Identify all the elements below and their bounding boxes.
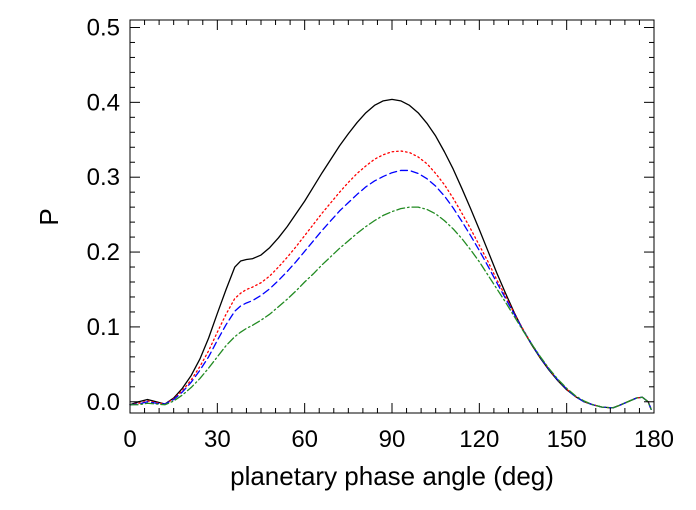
y-tick-label: 0.3 bbox=[87, 164, 120, 191]
x-tick-label: 30 bbox=[204, 426, 231, 453]
series-line-4 bbox=[129, 206, 652, 410]
series-line-3 bbox=[129, 169, 652, 410]
series-line-2 bbox=[129, 150, 652, 410]
x-axis-label: planetary phase angle (deg) bbox=[230, 461, 554, 491]
y-tick-label: 0.0 bbox=[87, 389, 120, 416]
series-line-1 bbox=[129, 98, 652, 410]
tick-layer: 0 30 60 90 120 150 180 0.0 0.1 0.2 0.3 0.4 0.5 bbox=[87, 14, 674, 453]
x-tick-label: 120 bbox=[459, 426, 499, 453]
series-layer bbox=[129, 98, 652, 410]
x-tick-label: 180 bbox=[634, 426, 674, 453]
y-tick-label: 0.1 bbox=[87, 314, 120, 341]
plot-frame bbox=[129, 19, 655, 414]
y-tick-label: 0.2 bbox=[87, 239, 120, 266]
x-tick-label: 90 bbox=[379, 426, 406, 453]
y-tick-label: 0.5 bbox=[87, 14, 120, 41]
y-axis-label: P bbox=[34, 208, 64, 225]
x-tick-label: 150 bbox=[547, 426, 587, 453]
x-tick-label: 60 bbox=[291, 426, 318, 453]
x-tick-label: 0 bbox=[123, 426, 136, 453]
y-tick-label: 0.4 bbox=[87, 89, 120, 116]
